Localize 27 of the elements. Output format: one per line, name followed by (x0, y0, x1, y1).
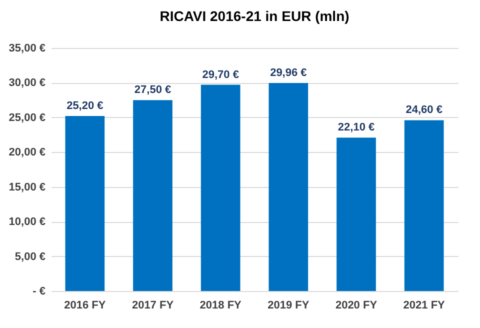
y-tick-label: 5,00 € (14, 250, 46, 263)
data-label: 29,70 € (202, 68, 239, 81)
y-tick-label: 20,00 € (8, 146, 46, 159)
x-tick-label: 2020 FY (335, 300, 378, 312)
y-tick-label: 10,00 € (8, 216, 46, 228)
bar (133, 100, 172, 291)
y-tick-label: 15,00 € (8, 181, 46, 194)
y-tick-label: 30,00 € (8, 77, 46, 90)
x-tick-label: 2021 FY (403, 300, 446, 312)
chart-title: RICAVI 2016-21 in EUR (mln) (160, 8, 350, 24)
x-tick-label: 2017 FY (132, 300, 174, 312)
y-tick-label: - € (32, 286, 46, 298)
bar (268, 82, 308, 291)
data-label: 29,96 € (270, 66, 307, 79)
bar (65, 116, 105, 291)
data-label: 22,10 € (338, 122, 375, 134)
y-tick-label: 25,00 € (8, 112, 46, 124)
x-tick-label: 2016 FY (64, 300, 106, 312)
data-label: 24,60 € (406, 104, 442, 116)
bar (336, 138, 376, 291)
bar (404, 120, 444, 291)
data-label: 27,50 € (134, 84, 172, 96)
x-tick-label: 2018 FY (200, 300, 242, 312)
y-tick-label: 35,00 € (8, 42, 46, 54)
x-tick-label: 2019 FY (268, 300, 310, 312)
data-label: 25,20 € (66, 100, 104, 112)
bar (200, 84, 240, 291)
